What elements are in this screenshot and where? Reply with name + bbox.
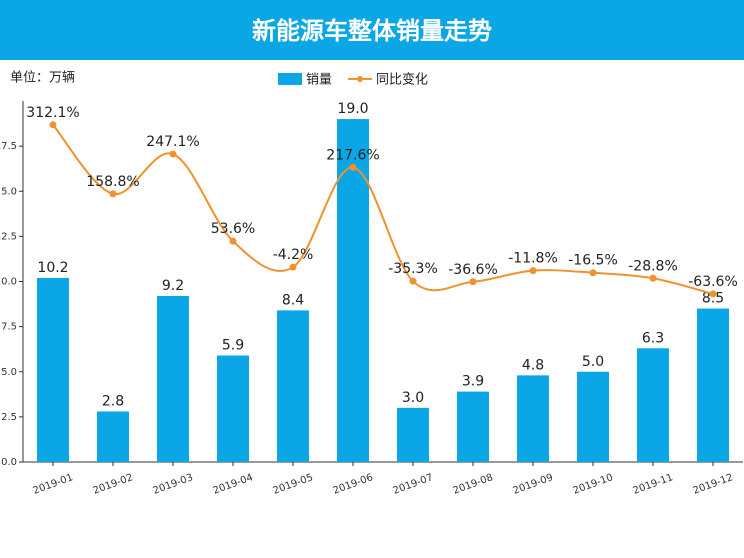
bar [577,371,609,462]
x-tick-label: 2019-12 [692,472,735,497]
x-tick-label: 2019-01 [32,472,75,497]
y-tick-label: 17.5 [0,141,17,152]
y-tick-label: 10.0 [0,277,17,288]
line-point [529,267,537,275]
legend-swatch [278,73,302,85]
unit-label: 单位：万辆 [10,71,75,86]
bar-value-label: 3.9 [462,374,484,390]
legend-swatch [357,76,363,82]
line-point [589,269,597,277]
y-tick-label: 5.0 [1,367,17,378]
x-tick-label: 2019-03 [152,472,195,497]
x-tick-label: 2019-05 [272,472,315,497]
bar-value-label: 5.0 [582,354,604,370]
bar [457,391,489,462]
x-tick-label: 2019-09 [512,472,555,497]
legend-label: 销量 [306,73,332,88]
y-tick-label: 2.5 [1,412,17,423]
bar-value-label: 6.3 [642,330,664,346]
x-tick-label: 2019-08 [452,472,495,497]
bar-value-label: 4.8 [522,357,544,373]
y-tick-label: 0.0 [1,457,17,468]
line-value-label: 217.6% [326,147,379,163]
chart-title: 新能源车整体销量走势 [252,17,492,45]
line-value-label: -63.6% [688,274,738,290]
line-value-label: 312.1% [26,105,79,121]
bar [697,308,729,462]
bar [277,310,309,462]
line-point [649,274,657,282]
bar-value-label: 19.0 [337,101,368,117]
bar [37,277,69,462]
line-point [229,237,237,245]
bar-value-label: 8.5 [702,291,724,307]
bar [637,348,669,462]
x-tick-label: 2019-06 [332,472,375,497]
bar [517,375,549,462]
line-point [289,263,297,271]
line-value-label: 53.6% [211,221,255,237]
bar-value-label: 9.2 [162,278,184,294]
x-tick-label: 2019-02 [92,472,135,497]
legend-label: 同比变化 [376,72,428,88]
line-value-label: -4.2% [273,247,314,263]
y-tick-label: 12.5 [0,231,17,242]
x-tick-label: 2019-11 [632,472,675,497]
title-banner [0,0,744,60]
x-tick-label: 2019-07 [392,472,435,497]
bar [397,407,429,462]
line-value-label: -11.8% [508,251,558,267]
line-point [109,190,117,198]
bar [97,411,129,462]
line-point [349,163,357,171]
y-tick-label: 7.5 [1,322,17,333]
line-point [409,277,417,285]
bar-value-label: 2.8 [102,393,124,409]
bar-value-label: 8.4 [282,292,304,308]
y-tick-label: 15.0 [0,186,17,197]
line-point [169,150,177,158]
line-value-label: 158.8% [86,174,139,190]
bar-value-label: 3.0 [402,390,424,406]
x-tick-label: 2019-10 [572,472,615,497]
bar-value-label: 5.9 [222,338,244,354]
line-point [49,121,57,129]
line-point [709,290,717,298]
line-value-label: -28.8% [628,258,678,274]
x-tick-label: 2019-04 [212,472,255,497]
line-value-label: -16.5% [568,253,618,269]
line-value-label: -35.3% [388,261,438,277]
bar [217,355,249,462]
line-point [469,278,477,286]
line-value-label: -36.6% [448,262,498,278]
line-value-label: 247.1% [146,134,199,150]
bar-value-label: 10.2 [37,260,68,276]
bar [157,295,189,462]
